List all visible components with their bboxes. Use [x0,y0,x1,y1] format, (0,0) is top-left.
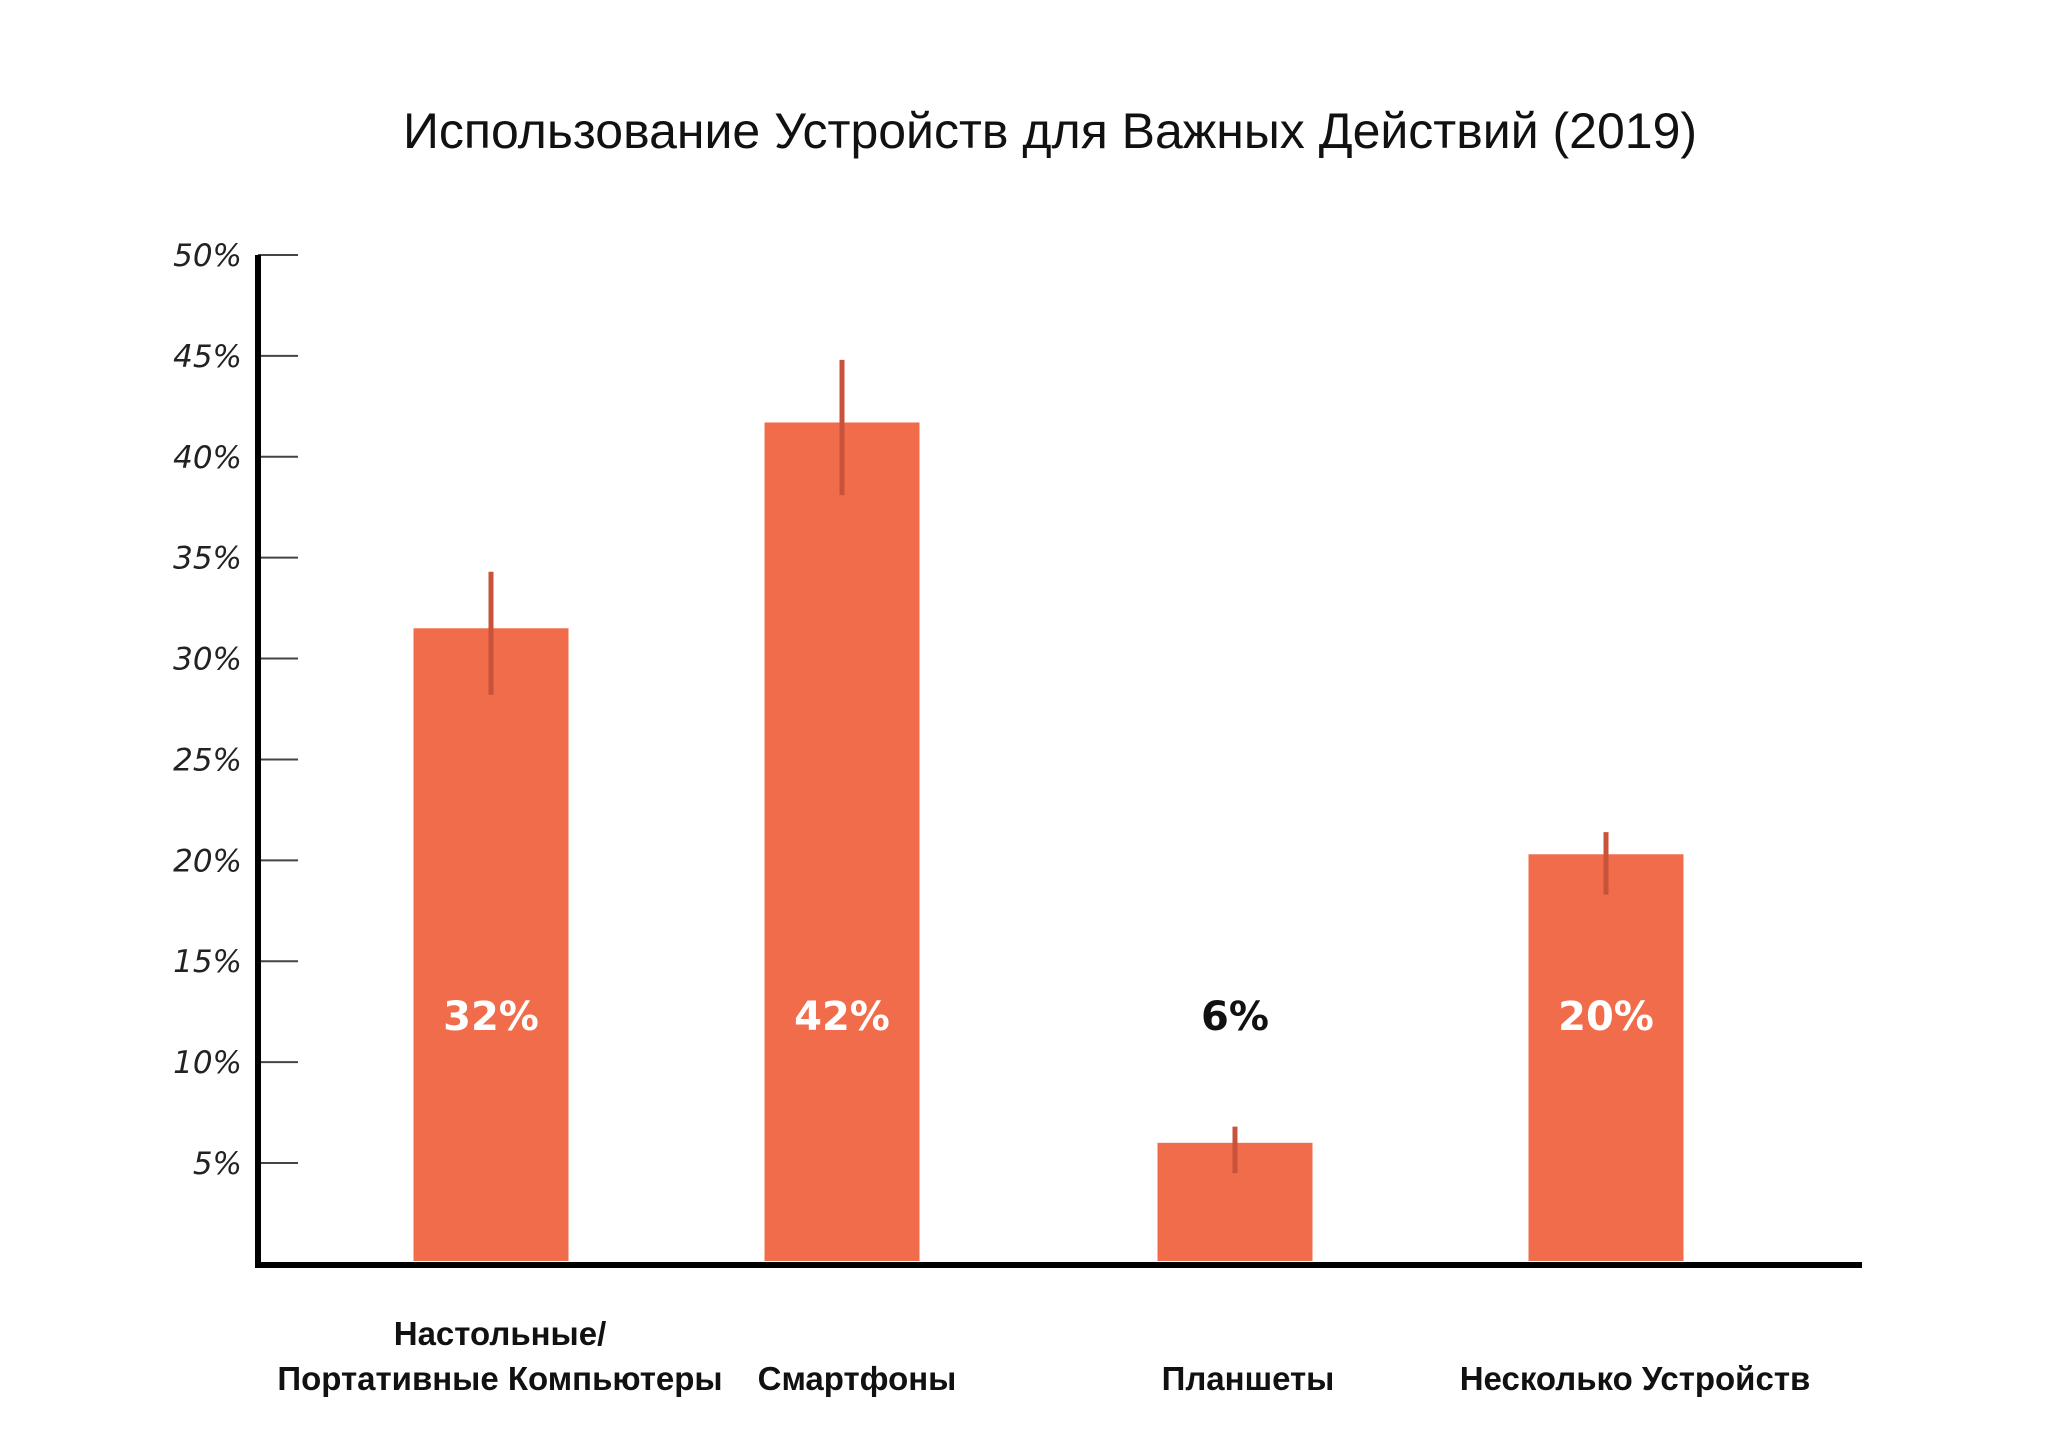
y-tick-label: 45% [173,339,242,375]
chart-title: Использование Устройств для Важных Дейст… [403,103,1697,159]
y-tick-label: 40% [173,440,242,476]
bar [764,422,920,1261]
x-tick-label: Планшеты [1162,1360,1335,1397]
data-labels: 32% 42% 6% 20% [443,994,1654,1040]
y-tick-label: 25% [173,742,242,778]
x-tick-label: Смартфоны [758,1360,957,1397]
x-tick-label: Портативные Компьютеры [277,1360,722,1397]
bars [413,422,1684,1261]
y-tick-label: 5% [193,1146,242,1182]
data-label: 32% [443,994,539,1040]
data-label: 20% [1558,994,1654,1040]
y-tick-label: 15% [173,944,242,980]
y-tick-label: 50% [173,238,242,274]
y-tick-label: 20% [173,843,242,879]
bar [1528,854,1684,1261]
x-tick-label: Настольные/ [394,1315,607,1352]
data-label: 6% [1201,994,1269,1040]
bar [413,628,569,1261]
error-bars [488,359,1609,1174]
y-axis-ticks: 5% 10% 15% 20% 25% 30% 35% 40% 45% 50% [173,238,298,1182]
y-tick-label: 35% [173,541,242,577]
data-label: 42% [794,994,890,1040]
x-tick-label: Несколько Устройств [1460,1360,1811,1397]
y-tick-label: 10% [173,1045,242,1081]
y-tick-label: 30% [173,642,242,678]
x-axis-labels: Настольные/Портативные Компьютеры Смартфо… [277,1315,1810,1397]
